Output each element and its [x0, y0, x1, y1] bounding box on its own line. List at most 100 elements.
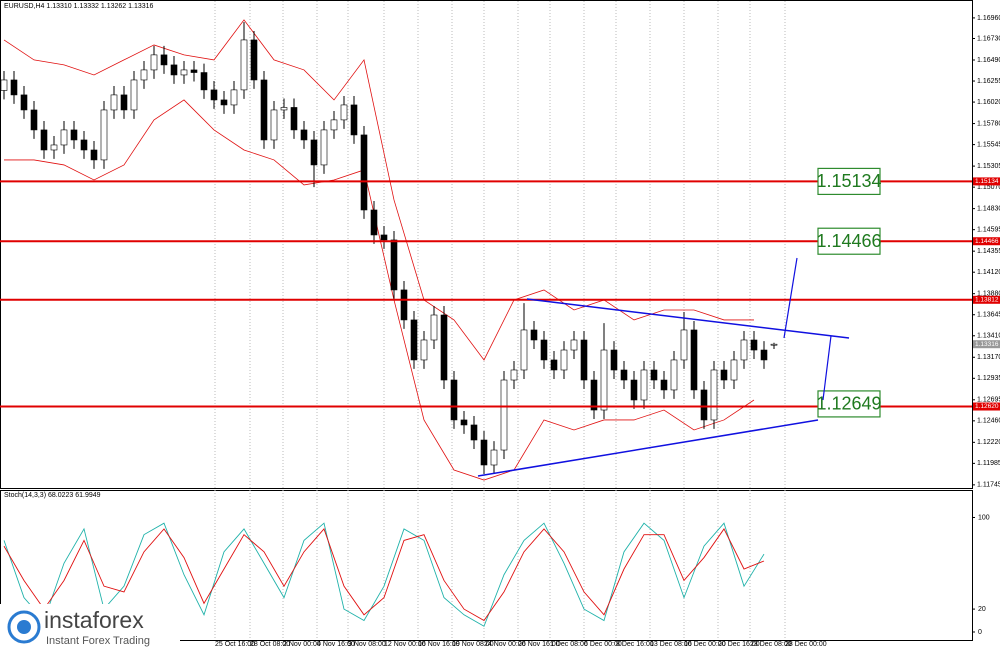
- candle-body: [240, 39, 248, 91]
- candle-body: [660, 379, 668, 391]
- x-tick-label: 23 Dec 08:00: [750, 641, 792, 648]
- candle-body: [220, 99, 228, 106]
- candle-body: [640, 369, 648, 401]
- candle-body: [100, 109, 108, 161]
- x-tick-label: 1 Dec 08:00: [550, 641, 588, 648]
- level-box: [817, 167, 881, 196]
- x-tick-label: 16 Dec 00:00: [684, 641, 726, 648]
- candle-body: [770, 343, 778, 346]
- x-tick-label: 2 Nov 00:00: [283, 641, 321, 648]
- candle-body: [190, 69, 198, 73]
- candle-body: [400, 289, 408, 321]
- candle-body: [170, 64, 178, 76]
- y-tick-label: 100: [978, 514, 990, 521]
- candle-body: [160, 54, 168, 66]
- y-tick-label: 1.12460: [977, 418, 1000, 425]
- candle-body: [410, 319, 418, 361]
- price-level-label: 1.14466: [975, 238, 999, 245]
- projection-up: [783, 257, 798, 339]
- candle-body: [580, 339, 588, 381]
- candle-body: [350, 104, 358, 136]
- level-box-label: 1.15134: [816, 171, 881, 191]
- candle-body: [180, 69, 188, 76]
- candle-body: [480, 439, 488, 466]
- candle-body: [560, 349, 568, 371]
- x-tick-label: 19 Nov 08:00: [452, 641, 494, 648]
- x-tick-label: 4 Nov 16:00: [317, 641, 355, 648]
- x-tick-label: 20 Dec 16:00: [718, 641, 760, 648]
- price-level-label: 1.13812: [975, 297, 999, 304]
- candle-body: [620, 369, 628, 381]
- y-tick-label: 1.11985: [977, 460, 1000, 467]
- candle-body: [590, 379, 598, 411]
- y-tick-label: 1.16960: [977, 15, 1000, 22]
- y-tick-label: 1.15305: [977, 163, 1000, 170]
- stoch-line: [3, 528, 765, 622]
- y-tick-label: 1.13880: [977, 291, 1000, 298]
- upper-trendline: [526, 298, 850, 339]
- candle-body: [280, 107, 288, 111]
- candle-body: [290, 107, 298, 131]
- y-tick-label: 1.13410: [977, 333, 1000, 340]
- y-tick-label: 1.14830: [977, 205, 1000, 212]
- main-panel-frame: [0, 0, 973, 489]
- y-tick-label: 1.12935: [977, 375, 1000, 382]
- candle-body: [630, 379, 638, 401]
- logo-icon-core: [17, 620, 31, 634]
- candle-body: [760, 349, 768, 361]
- candle-body: [70, 129, 78, 141]
- main-header: EURUSD,H4 1.13310 1.13332 1.13262 1.1331…: [4, 3, 154, 10]
- candle-body: [150, 54, 158, 71]
- candle-body: [450, 379, 458, 421]
- candle-body: [460, 419, 468, 426]
- candle-body: [90, 149, 98, 161]
- candle-body: [380, 234, 388, 241]
- current-price-label: 1.13316: [975, 341, 999, 348]
- candle-body: [670, 359, 678, 391]
- candle-body: [600, 349, 608, 411]
- candle-body: [740, 339, 748, 361]
- candle-body: [490, 449, 498, 466]
- candle-body: [420, 339, 428, 361]
- price-level-label: 1.12620: [975, 403, 999, 410]
- y-tick-label: 1.13170: [977, 354, 1000, 361]
- level-box-label: 1.14466: [816, 231, 881, 251]
- candle-body: [690, 329, 698, 391]
- candle-body: [540, 339, 548, 361]
- lower-trendline: [477, 419, 819, 477]
- candle-body: [520, 329, 528, 371]
- current-price-tag: [973, 340, 1000, 349]
- x-tick-label: 8 Dec 16:00: [616, 641, 654, 648]
- candle-body: [40, 129, 48, 151]
- y-tick-label: 1.12220: [977, 439, 1000, 446]
- candle-body: [680, 329, 688, 361]
- bollinger-upper: [3, 19, 754, 361]
- candle-body: [550, 359, 558, 371]
- candle-body: [10, 79, 18, 96]
- x-tick-label: 28 Dec 00:00: [785, 641, 827, 648]
- candle-body: [210, 89, 218, 101]
- x-tick-label: 9 Nov 08:00: [348, 641, 386, 648]
- price-level-tag: [973, 402, 1000, 411]
- projection-down: [822, 335, 832, 401]
- candle-body: [390, 239, 398, 291]
- candle-body: [30, 109, 38, 131]
- y-tick-label: 0: [978, 629, 982, 636]
- y-tick-label: 1.12695: [977, 397, 1000, 404]
- candle-body: [430, 314, 438, 341]
- logo-icon: [7, 610, 41, 644]
- candle-body: [80, 139, 88, 151]
- candle-body: [60, 129, 68, 146]
- candle-body: [250, 39, 258, 81]
- y-tick-label: 1.13645: [977, 312, 1000, 319]
- candle-body: [440, 314, 448, 381]
- y-tick-label: 1.11745: [977, 482, 1000, 489]
- candle-body: [330, 119, 338, 131]
- candle-body: [230, 89, 238, 106]
- candle-body: [340, 104, 348, 121]
- candle-body: [730, 359, 738, 381]
- price-level-label: 1.15134: [975, 178, 999, 185]
- candle-body: [140, 69, 148, 81]
- y-tick-label: 1.14595: [977, 227, 1000, 234]
- candle-body: [700, 389, 708, 421]
